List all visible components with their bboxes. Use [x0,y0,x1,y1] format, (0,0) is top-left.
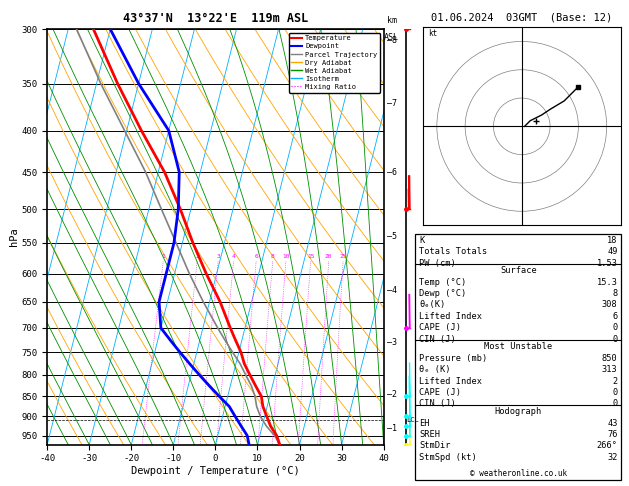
Text: –2: –2 [387,390,396,399]
Text: 1.53: 1.53 [597,259,618,268]
Text: StmDir: StmDir [419,441,450,451]
Text: CIN (J): CIN (J) [419,335,455,344]
Text: LCL: LCL [406,417,419,423]
Text: © weatheronline.co.uk: © weatheronline.co.uk [470,469,567,478]
Text: EH: EH [419,418,430,428]
Text: CAPE (J): CAPE (J) [419,323,461,332]
Text: 8: 8 [613,289,618,298]
Text: –7: –7 [387,99,396,107]
Text: 01.06.2024  03GMT  (Base: 12): 01.06.2024 03GMT (Base: 12) [431,12,613,22]
Text: Temp (°C): Temp (°C) [419,278,466,287]
Text: 850: 850 [602,354,618,363]
Text: CAPE (J): CAPE (J) [419,388,461,397]
Text: 8: 8 [271,255,275,260]
Text: CIN (J): CIN (J) [419,399,455,409]
Text: 20: 20 [325,255,333,260]
Text: 2: 2 [613,377,618,386]
Text: 0: 0 [613,388,618,397]
Text: 15.3: 15.3 [597,278,618,287]
Text: 43: 43 [607,418,618,428]
Legend: Temperature, Dewpoint, Parcel Trajectory, Dry Adiabat, Wet Adiabat, Isotherm, Mi: Temperature, Dewpoint, Parcel Trajectory… [289,33,380,93]
Text: Lifted Index: Lifted Index [419,312,482,321]
Text: kt: kt [428,29,438,38]
Text: SREH: SREH [419,430,440,439]
Text: 1: 1 [161,255,165,260]
Text: 15: 15 [307,255,314,260]
Text: K: K [419,236,424,245]
Text: 76: 76 [607,430,618,439]
Text: θₑ (K): θₑ (K) [419,365,450,374]
Text: θₑ(K): θₑ(K) [419,300,445,310]
Text: 25: 25 [339,255,347,260]
Text: Pressure (mb): Pressure (mb) [419,354,487,363]
Text: 6: 6 [254,255,258,260]
Text: –8: –8 [387,36,396,45]
Text: –5: –5 [387,232,396,241]
Text: 313: 313 [602,365,618,374]
Text: –1: –1 [387,423,396,433]
Text: 0: 0 [613,399,618,409]
Text: 3: 3 [216,255,220,260]
Text: Lifted Index: Lifted Index [419,377,482,386]
Text: 266°: 266° [597,441,618,451]
Text: 308: 308 [602,300,618,310]
Text: 6: 6 [613,312,618,321]
Text: 0: 0 [613,335,618,344]
Text: Most Unstable: Most Unstable [484,343,552,351]
Text: 4: 4 [231,255,235,260]
Text: 43°37'N  13°22'E  119m ASL: 43°37'N 13°22'E 119m ASL [123,12,308,25]
Text: ASL: ASL [384,34,399,42]
Y-axis label: hPa: hPa [9,227,18,246]
Text: Dewp (°C): Dewp (°C) [419,289,466,298]
Text: 18: 18 [607,236,618,245]
Text: Surface: Surface [500,266,537,275]
Text: StmSpd (kt): StmSpd (kt) [419,453,477,462]
Text: 49: 49 [607,247,618,256]
Text: 32: 32 [607,453,618,462]
Text: Hodograph: Hodograph [494,407,542,416]
Text: km: km [387,16,396,25]
X-axis label: Dewpoint / Temperature (°C): Dewpoint / Temperature (°C) [131,466,300,476]
Text: 10: 10 [282,255,289,260]
Text: –6: –6 [387,168,396,176]
Text: –3: –3 [387,338,396,347]
Text: 0: 0 [613,323,618,332]
Text: –4: –4 [387,286,396,295]
Text: PW (cm): PW (cm) [419,259,455,268]
Text: 2: 2 [195,255,199,260]
Text: Totals Totals: Totals Totals [419,247,487,256]
